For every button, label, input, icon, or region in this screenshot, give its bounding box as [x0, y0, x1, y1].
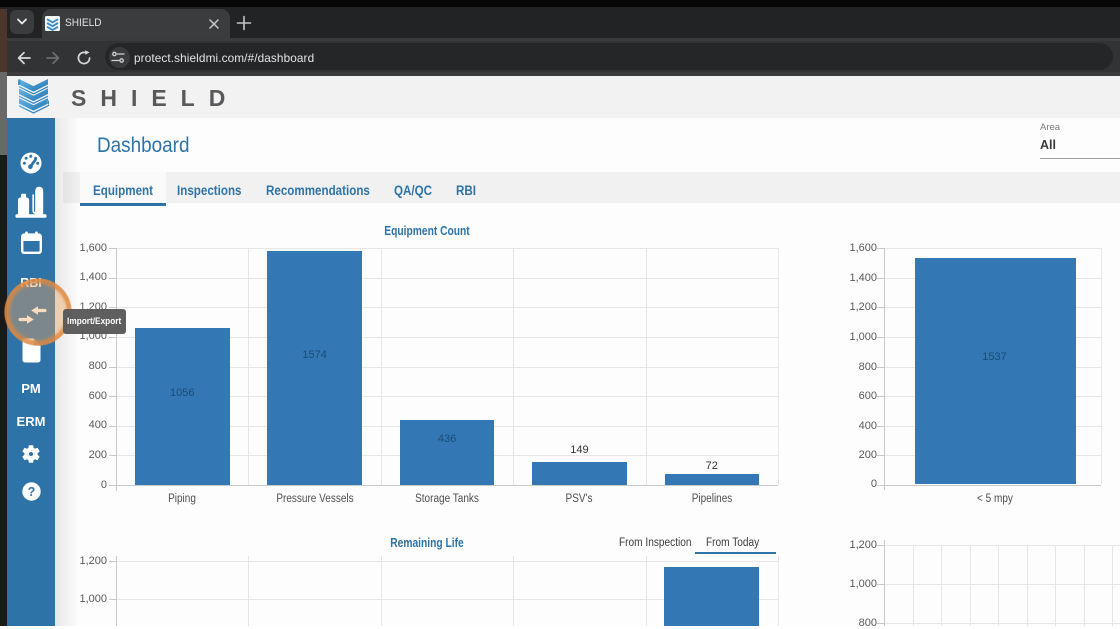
svg-text:?: ?	[28, 485, 36, 499]
